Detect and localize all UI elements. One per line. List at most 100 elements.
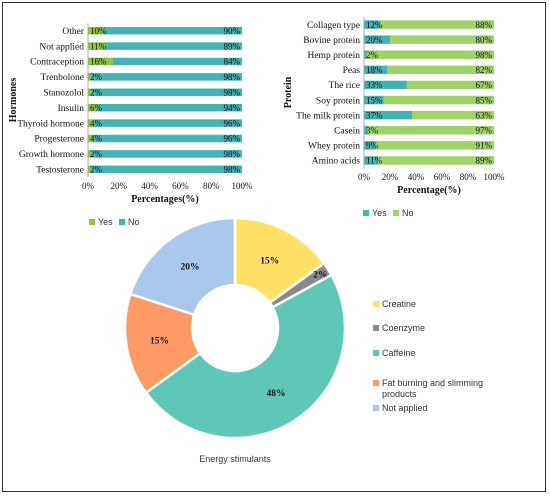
category-label: Soy protein — [316, 96, 360, 106]
bar-no — [383, 95, 494, 105]
legend-swatch-yes — [89, 219, 95, 225]
slice-data-label: 48% — [266, 389, 285, 399]
category-label: Whey protein — [308, 142, 360, 152]
bar-yes — [364, 95, 384, 105]
chart-title: Energy stimulants — [199, 454, 271, 464]
data-label-no: 91% — [476, 141, 493, 151]
data-label-no: 80% — [476, 35, 493, 45]
data-label-yes: 20% — [366, 35, 383, 45]
legend-label: Creatine — [382, 299, 416, 309]
category-label: Bovine protein — [303, 36, 360, 46]
bar-no — [91, 88, 242, 97]
bar-yes — [88, 42, 105, 50]
legend-swatch — [373, 350, 379, 356]
category-label: Thyroid hormone — [17, 119, 84, 129]
x-axis-title: Percentages(%) — [131, 194, 199, 205]
legend-label: Fat burning and slimming products — [382, 378, 483, 399]
data-label-no: 96% — [224, 134, 241, 144]
bar-no — [103, 26, 243, 35]
category-label: Progesterone — [34, 135, 84, 145]
category-label: Trenbolone — [41, 73, 84, 83]
data-label-yes: 3% — [366, 125, 379, 135]
category-label: The milk protein — [296, 111, 360, 121]
data-label-yes: 18% — [366, 65, 383, 75]
data-label-yes: 2% — [90, 88, 103, 98]
bar-no — [367, 126, 494, 135]
data-label-yes: 6% — [90, 103, 103, 113]
donut-slice — [144, 273, 347, 440]
x-tick-label: 0% — [358, 172, 371, 182]
bar-yes — [88, 57, 113, 66]
category-label: Collagen type — [307, 21, 360, 31]
data-label-no: 98% — [224, 72, 241, 82]
data-label-no: 88% — [476, 20, 493, 30]
x-tick-label: 20% — [382, 172, 399, 182]
bar-no — [91, 73, 242, 81]
bar-no — [112, 57, 242, 66]
legend-label: Not applied — [382, 403, 428, 413]
legend-swatch-no — [119, 219, 125, 225]
bar-yes — [88, 119, 95, 127]
bar-yes — [364, 20, 380, 29]
category-label: Contraception — [30, 58, 84, 68]
x-tick-label: 80% — [460, 172, 477, 182]
bar-yes — [364, 141, 376, 150]
legend-label: Caffeine — [382, 348, 415, 358]
data-label-yes: 9% — [366, 141, 379, 151]
data-label-yes: 10% — [90, 26, 107, 36]
figure-frame — [2, 2, 546, 492]
data-label-yes: 2% — [90, 165, 103, 175]
legend-label-no: No — [402, 208, 414, 218]
legend-swatch-no — [393, 210, 399, 216]
data-label-yes: 16% — [90, 57, 107, 67]
category-label: The rice — [329, 81, 360, 91]
data-label-yes: 15% — [366, 95, 383, 105]
bar-yes — [88, 134, 95, 143]
category-label: Insulin — [58, 104, 85, 114]
x-tick-label: 60% — [434, 172, 451, 182]
data-label-no: 97% — [476, 125, 493, 135]
legend-swatch — [373, 301, 379, 307]
data-label-no: 89% — [476, 156, 493, 166]
legend-label-yes: Yes — [98, 217, 113, 227]
bar-yes — [88, 73, 92, 81]
bar-yes — [364, 110, 413, 120]
category-label: Casein — [334, 126, 360, 136]
data-label-yes: 12% — [366, 20, 383, 30]
legend-swatch-yes — [363, 210, 369, 216]
bar-no — [378, 156, 494, 165]
category-label: Peas — [343, 66, 361, 76]
bar-no — [94, 134, 242, 143]
bar-no — [91, 150, 242, 158]
data-label-no: 98% — [224, 149, 241, 159]
donut-slice — [128, 216, 237, 317]
legend-label-no: No — [128, 217, 140, 227]
bar-no — [379, 20, 494, 29]
data-label-no: 96% — [224, 118, 241, 128]
bar-no — [97, 103, 243, 112]
data-label-no: 98% — [224, 88, 241, 98]
bar-yes — [364, 80, 407, 90]
data-label-yes: 4% — [90, 134, 103, 144]
data-label-no: 67% — [476, 80, 493, 90]
data-label-yes: 11% — [90, 41, 107, 51]
x-tick-label: 100% — [484, 172, 506, 182]
legend-swatch — [373, 405, 379, 411]
y-axis-title: Hormones — [8, 78, 19, 123]
bar-yes — [364, 156, 379, 165]
data-label-no: 90% — [224, 26, 241, 36]
data-label-no: 82% — [476, 65, 493, 75]
bar-yes — [88, 150, 92, 158]
legend-swatch — [373, 325, 379, 331]
data-label-yes: 2% — [366, 50, 379, 60]
category-label: Stanozolol — [43, 89, 84, 99]
bar-yes — [364, 35, 390, 44]
bar-no — [104, 42, 242, 50]
bar-yes — [364, 65, 388, 75]
bar-no — [366, 50, 494, 59]
x-tick-label: 20% — [111, 181, 128, 191]
bar-no — [94, 119, 242, 127]
category-label: Testosterone — [36, 166, 84, 176]
bar-yes — [88, 88, 92, 97]
